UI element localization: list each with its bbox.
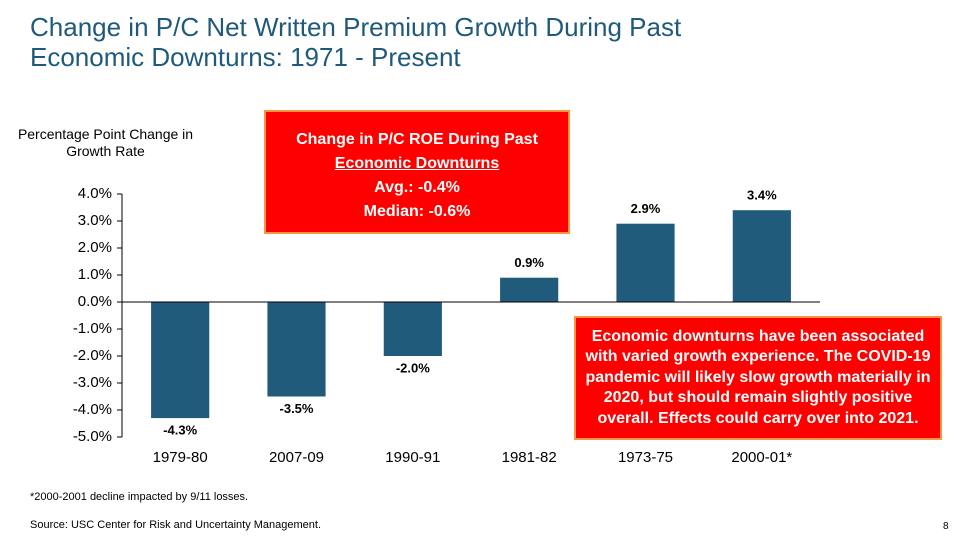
- footnote: *2000-2001 decline impacted by 9/11 loss…: [30, 491, 249, 503]
- y-axis-label: Percentage Point Change in Growth Rate: [17, 126, 194, 159]
- bar: [267, 302, 326, 397]
- bar: [732, 210, 791, 302]
- bar: [151, 302, 210, 419]
- x-tick-label: 1990-91: [385, 449, 440, 466]
- y-tick-label: 4.0%: [78, 185, 112, 202]
- bar: [383, 302, 442, 356]
- x-tick-label: 2000-01*: [731, 449, 792, 466]
- x-tick-label: 2007-09: [269, 449, 324, 466]
- note-text: Economic downturns have been associated …: [585, 327, 931, 427]
- note-callout: Economic downturns have been associated …: [574, 316, 942, 440]
- page-number: 8: [943, 521, 949, 532]
- value-label: 0.9%: [514, 255, 544, 270]
- x-tick-label: 1981-82: [502, 449, 557, 466]
- roe-callout: Change in P/C ROE During Past Economic D…: [264, 110, 570, 234]
- callout-line: Median: -0.6%: [363, 203, 471, 220]
- callout-heading: Economic Downturns: [334, 155, 500, 172]
- value-label: -2.0%: [396, 360, 430, 375]
- y-tick-label: -4.0%: [73, 401, 112, 418]
- y-tick-label: 1.0%: [78, 266, 112, 283]
- callout-heading: Change in P/C ROE During Past: [296, 131, 538, 148]
- value-label: 2.9%: [631, 201, 661, 216]
- value-label: -4.3%: [163, 423, 197, 438]
- x-tick-label: 1979-80: [153, 449, 208, 466]
- y-tick-label: 2.0%: [78, 239, 112, 256]
- callout-line: Avg.: -0.4%: [374, 179, 460, 196]
- y-tick-label: -1.0%: [73, 320, 112, 337]
- bar: [616, 223, 675, 302]
- y-tick-label: -2.0%: [73, 347, 112, 364]
- y-tick-label: 0.0%: [78, 293, 112, 310]
- slide-title: Change in P/C Net Written Premium Growth…: [30, 12, 682, 72]
- y-tick-label: -5.0%: [73, 428, 112, 445]
- value-label: -3.5%: [280, 401, 314, 416]
- x-tick-label: 1973-75: [618, 449, 673, 466]
- y-tick-label: -3.0%: [73, 374, 112, 391]
- value-label: 3.4%: [747, 188, 777, 203]
- y-tick-label: 3.0%: [78, 212, 112, 229]
- bar: [500, 277, 559, 302]
- source: Source: USC Center for Risk and Uncertai…: [30, 519, 322, 531]
